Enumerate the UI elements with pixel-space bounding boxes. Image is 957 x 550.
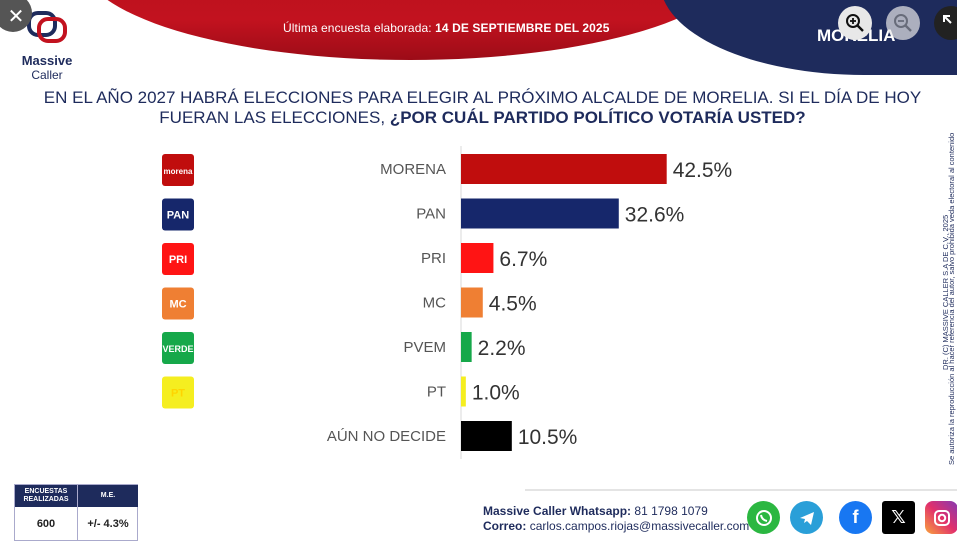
value-label-1: 32.6% xyxy=(625,204,685,227)
bar-4 xyxy=(461,332,472,362)
pt-logo-icon-text: PT xyxy=(171,388,185,400)
value-label-2: 6.7% xyxy=(499,248,547,271)
table-header-margin: M.E. xyxy=(77,485,138,507)
contact-info: Massive Caller Whatsapp: 81 1798 1079 Co… xyxy=(483,504,749,534)
value-label-3: 4.5% xyxy=(489,293,537,316)
value-label-4: 2.2% xyxy=(478,337,526,360)
mc-logo-icon-text: MC xyxy=(169,299,186,311)
zoom-out-icon xyxy=(894,14,912,32)
zoom-in-icon xyxy=(846,14,864,32)
bar-5 xyxy=(461,376,466,407)
category-label-0: MORENA xyxy=(380,161,446,178)
value-label-5: 1.0% xyxy=(472,382,520,405)
pan-logo-icon-text: PAN xyxy=(167,210,189,222)
email-label: Correo: xyxy=(483,519,527,533)
brand-name-line2: Caller xyxy=(31,68,63,82)
close-button[interactable]: ✕ xyxy=(0,0,32,32)
chat-bubble-logo-icon xyxy=(27,11,67,43)
pvem-logo-icon-text: VERDE xyxy=(162,344,193,354)
fullscreen-button[interactable] xyxy=(934,6,957,40)
survey-question: EN EL AÑO 2027 HABRÁ ELECCIONES PARA ELE… xyxy=(20,88,945,128)
x-icon[interactable]: 𝕏 xyxy=(882,501,915,534)
zoom-out-button[interactable] xyxy=(886,6,920,40)
category-label-3: MC xyxy=(423,295,446,312)
bar-6 xyxy=(461,421,512,451)
bar-3 xyxy=(461,287,483,318)
close-icon: ✕ xyxy=(7,6,25,28)
facebook-icon[interactable]: f xyxy=(839,501,872,534)
brand-name-line1: Massive xyxy=(21,53,73,68)
category-label-5: PT xyxy=(427,384,446,401)
table-value-surveys: 600 xyxy=(36,518,56,530)
survey-date: 14 DE SEPTIEMBRE DEL 2025 xyxy=(435,21,610,35)
table-value-margin: +/- 4.3% xyxy=(77,507,138,541)
survey-date-text: Última encuesta elaborada: 14 DE SEPTIEM… xyxy=(283,21,609,35)
category-label-4: PVEM xyxy=(403,339,446,356)
stats-table: ENCUESTAS REALIZADAS M.E. 600 +/- 4.3% xyxy=(14,484,138,541)
bar-0 xyxy=(461,154,667,184)
category-label-1: PAN xyxy=(416,206,446,223)
instagram-icon[interactable] xyxy=(925,501,957,534)
pvem-logo-icon xyxy=(162,332,194,364)
value-label-6: 10.5% xyxy=(518,426,578,449)
whatsapp-number[interactable]: 81 1798 1079 xyxy=(634,504,708,518)
whatsapp-icon[interactable] xyxy=(747,501,780,534)
morena-logo-icon-text: morena xyxy=(164,167,193,176)
massive-caller-logo: Massive Caller xyxy=(12,10,82,82)
email-address[interactable]: carlos.campos.riojas@massivecaller.com xyxy=(529,519,750,533)
telegram-icon[interactable] xyxy=(790,501,823,534)
pan-logo-icon xyxy=(162,198,194,231)
category-label-6: AÚN NO DECIDE xyxy=(327,428,446,445)
footer-divider xyxy=(525,489,957,491)
question-intro: EN EL AÑO 2027 HABRÁ ELECCIONES PARA ELE… xyxy=(43,88,922,127)
value-label-0: 42.5% xyxy=(673,159,733,182)
whatsapp-contact: Massive Caller Whatsapp: 81 1798 1079 xyxy=(483,504,749,519)
category-label-2: PRI xyxy=(421,250,446,267)
survey-date-prefix: Última encuesta elaborada: xyxy=(283,21,436,35)
question-emphasis: ¿POR CUÁL PARTIDO POLÍTICO VOTARÍA USTED… xyxy=(389,108,806,127)
whatsapp-label: Massive Caller Whatsapp: xyxy=(483,504,632,518)
bar-2 xyxy=(461,243,494,273)
morena-logo-icon xyxy=(162,154,194,186)
pri-logo-icon-text: PRI xyxy=(169,254,187,266)
bar-1 xyxy=(461,198,619,229)
table-header-surveys: ENCUESTAS REALIZADAS xyxy=(15,485,77,507)
mc-logo-icon xyxy=(162,287,194,320)
email-contact: Correo: carlos.campos.riojas@massivecall… xyxy=(483,519,749,534)
expand-icon xyxy=(943,15,952,24)
zoom-in-button[interactable] xyxy=(838,6,872,40)
pri-logo-icon xyxy=(162,243,194,275)
pt-logo-icon xyxy=(162,376,194,409)
